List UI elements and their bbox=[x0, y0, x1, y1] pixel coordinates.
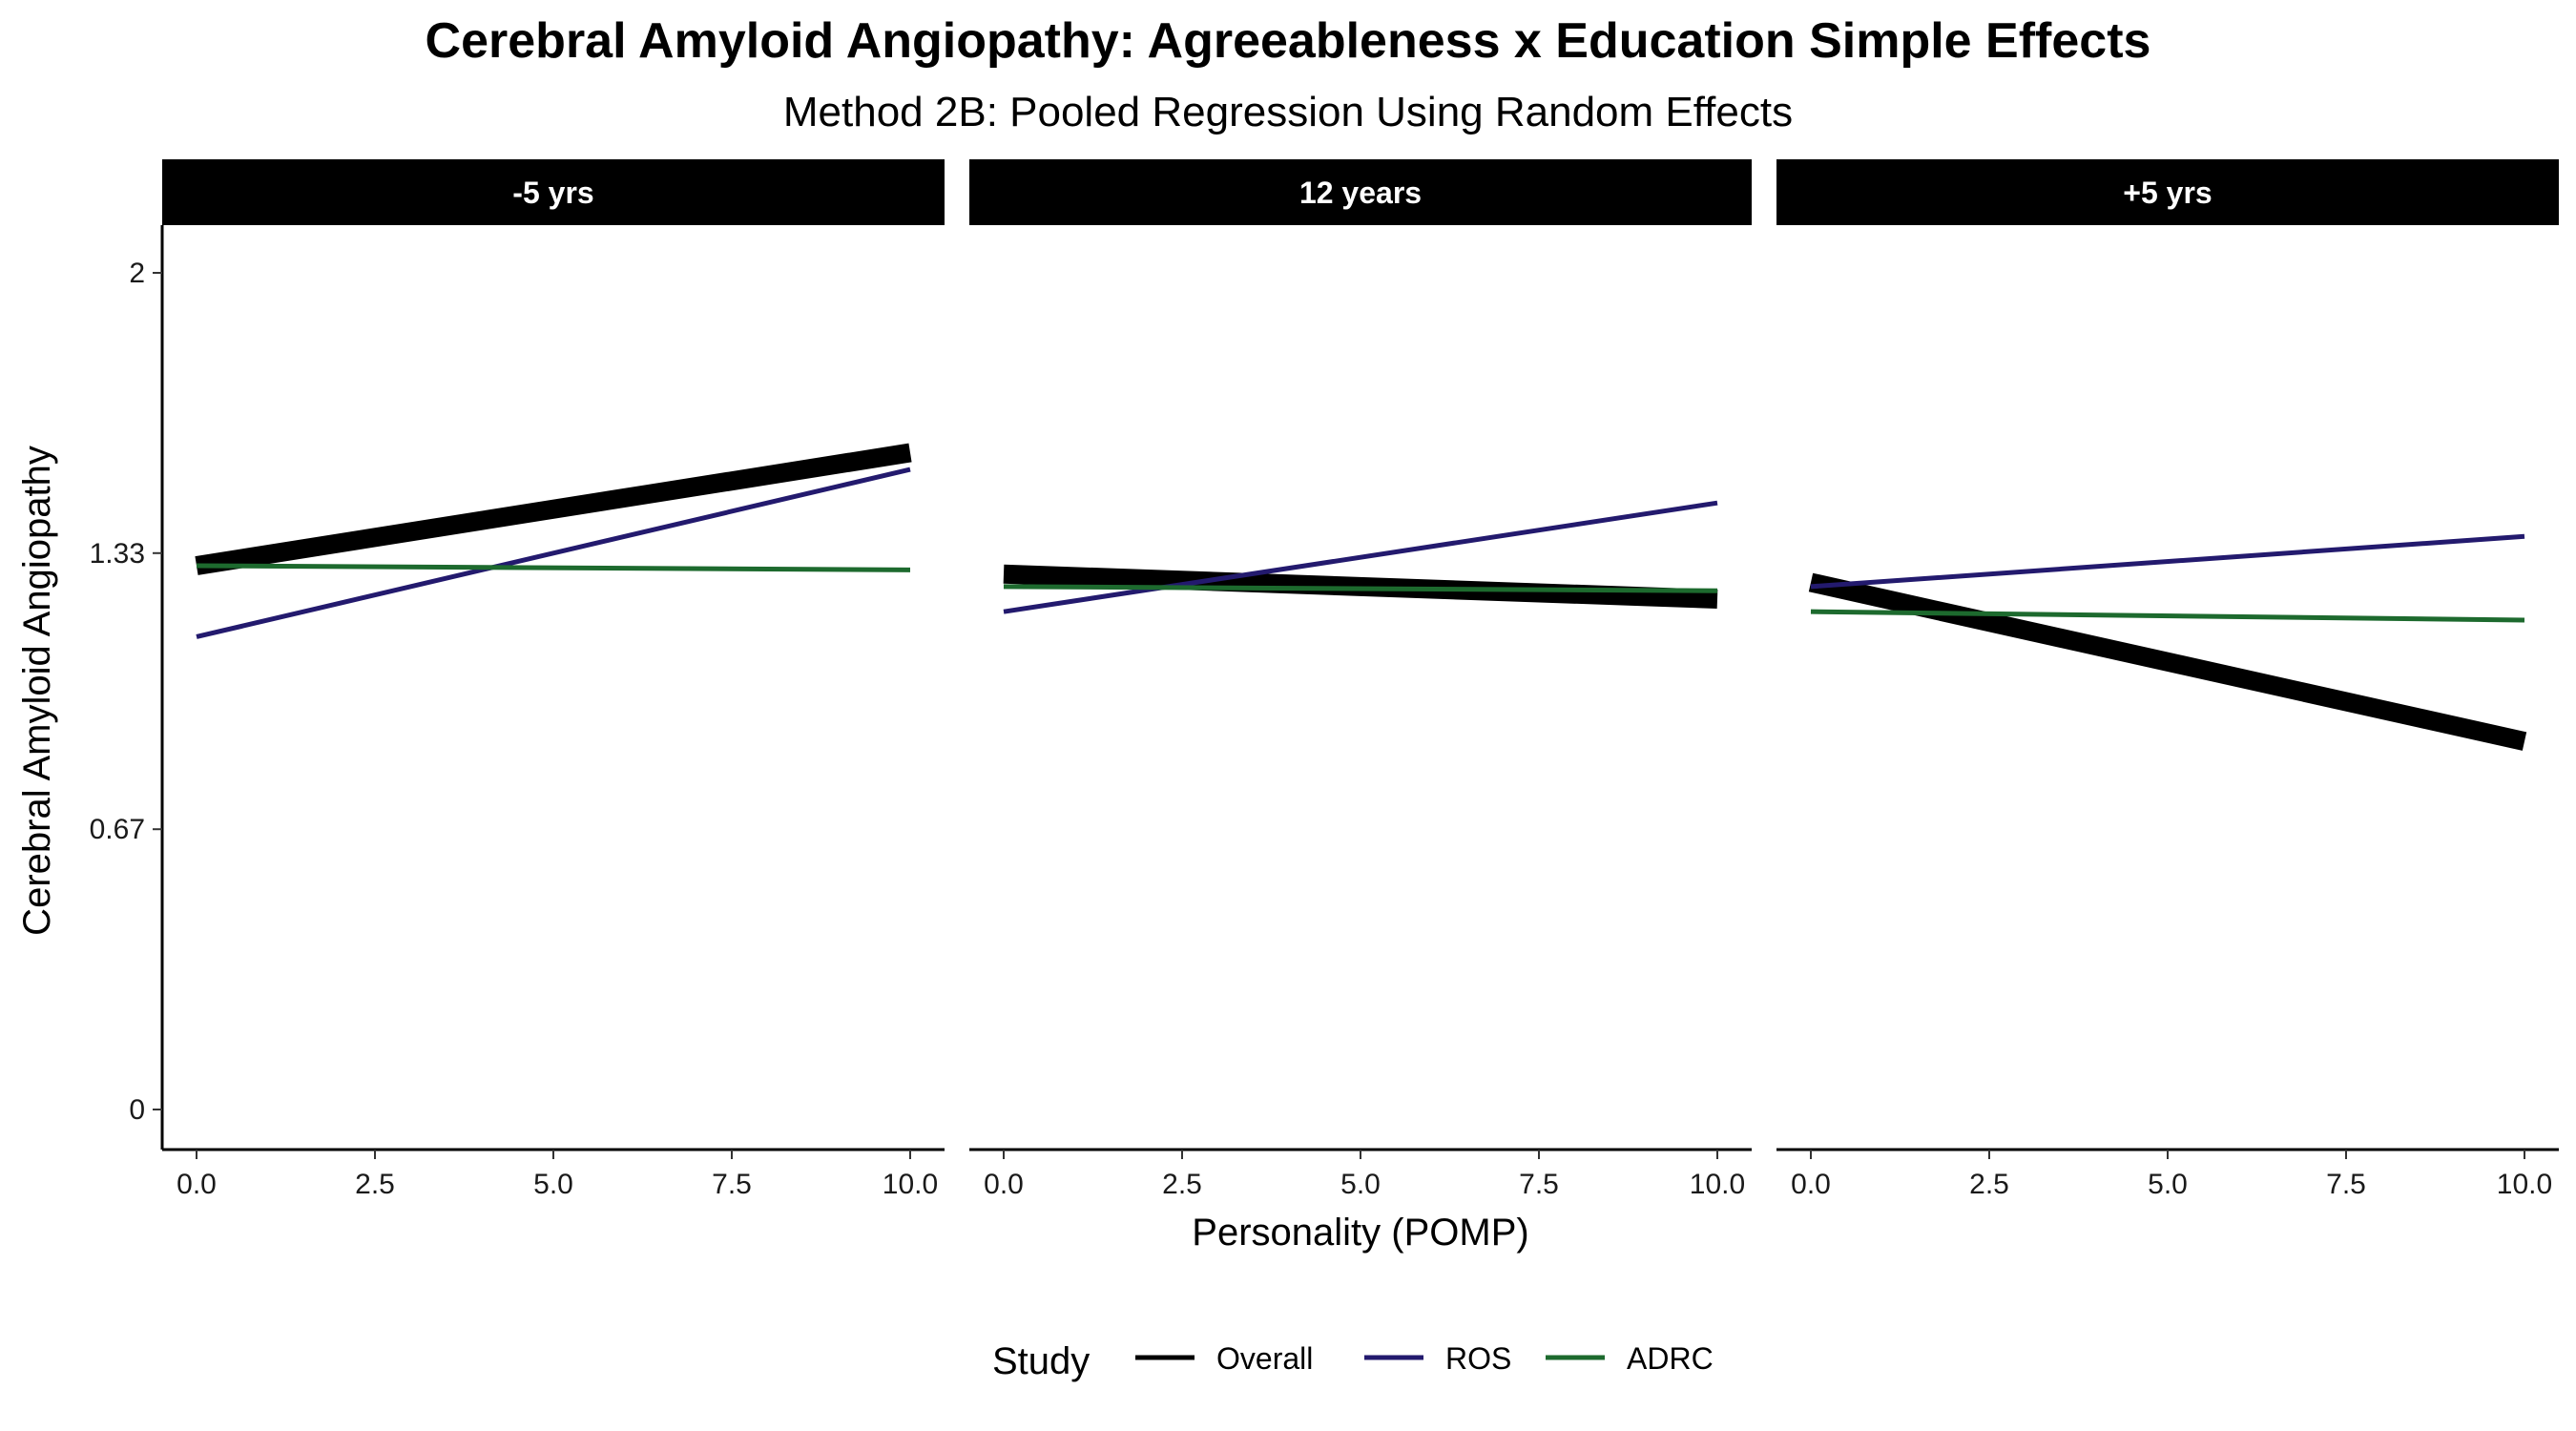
x-tick-label: 7.5 bbox=[2326, 1169, 2366, 1200]
series-line-adrc bbox=[1003, 584, 1718, 593]
y-tick-label: 2 bbox=[129, 258, 145, 289]
chart-subtitle: Method 2B: Pooled Regression Using Rando… bbox=[783, 89, 1793, 135]
panel-strip-label: -5 yrs bbox=[512, 176, 593, 210]
panel-2: 12 years 0.0 2.5 5.0 7.5 10.0 bbox=[969, 159, 1752, 1200]
series-line-overall bbox=[1808, 572, 2527, 751]
panel-1: -5 yrs 0.0 2.5 5.0 7.5 10.0 0 0.67 1.33 2 bbox=[90, 159, 945, 1200]
x-tick-label: 2.5 bbox=[1969, 1169, 2009, 1200]
series-line-ros bbox=[1810, 533, 2525, 590]
legend-title: Study bbox=[992, 1340, 1090, 1382]
x-tick-label: 7.5 bbox=[712, 1169, 752, 1200]
x-axis-title: Personality (POMP) bbox=[1192, 1212, 1528, 1254]
series-line-adrc bbox=[1810, 609, 2525, 623]
y-tick-label: 0.67 bbox=[90, 814, 145, 845]
x-tick-label: 0.0 bbox=[177, 1169, 217, 1200]
panel-strip bbox=[1776, 159, 2559, 225]
series-line-adrc bbox=[196, 563, 911, 572]
x-tick-label: 2.5 bbox=[1162, 1169, 1202, 1200]
legend-label: Overall bbox=[1216, 1341, 1313, 1376]
legend: Study Overall ROS ADRC bbox=[992, 1340, 1714, 1382]
x-tick-label: 10.0 bbox=[883, 1169, 938, 1200]
y-tick-label: 0 bbox=[129, 1094, 145, 1126]
legend-entry-ros: ROS bbox=[1364, 1341, 1511, 1376]
x-tick-label: 0.0 bbox=[1791, 1169, 1831, 1200]
panel-3: +5 yrs 0.0 2.5 5.0 7.5 10.0 bbox=[1776, 159, 2559, 1200]
panel-strip bbox=[162, 159, 945, 225]
panel-strip-label: +5 yrs bbox=[2123, 176, 2212, 210]
x-tick-label: 10.0 bbox=[2497, 1169, 2552, 1200]
y-axis-title: Cerebral Amyloid Angiopathy bbox=[16, 446, 58, 936]
x-tick-label: 5.0 bbox=[533, 1169, 573, 1200]
series-line-ros bbox=[196, 467, 911, 639]
legend-label: ROS bbox=[1445, 1341, 1511, 1376]
y-tick-label: 1.33 bbox=[90, 538, 145, 570]
x-tick-label: 10.0 bbox=[1690, 1169, 1745, 1200]
chart-title: Cerebral Amyloid Angiopathy: Agreeablene… bbox=[426, 13, 2151, 69]
panels: -5 yrs 0.0 2.5 5.0 7.5 10.0 0 0.67 1.33 2 12 years… bbox=[90, 159, 2559, 1200]
series-line-ros bbox=[1003, 500, 1718, 614]
x-tick-label: 0.0 bbox=[984, 1169, 1024, 1200]
legend-label: ADRC bbox=[1627, 1341, 1714, 1376]
x-tick-label: 5.0 bbox=[1340, 1169, 1381, 1200]
x-tick-label: 2.5 bbox=[355, 1169, 395, 1200]
panel-strip bbox=[969, 159, 1752, 225]
panel-strip-label: 12 years bbox=[1299, 176, 1422, 210]
legend-entry-adrc: ADRC bbox=[1546, 1341, 1714, 1376]
x-tick-label: 5.0 bbox=[2148, 1169, 2188, 1200]
series-line-overall bbox=[195, 443, 912, 575]
legend-entry-overall: Overall bbox=[1135, 1341, 1313, 1376]
x-tick-label: 7.5 bbox=[1519, 1169, 1559, 1200]
